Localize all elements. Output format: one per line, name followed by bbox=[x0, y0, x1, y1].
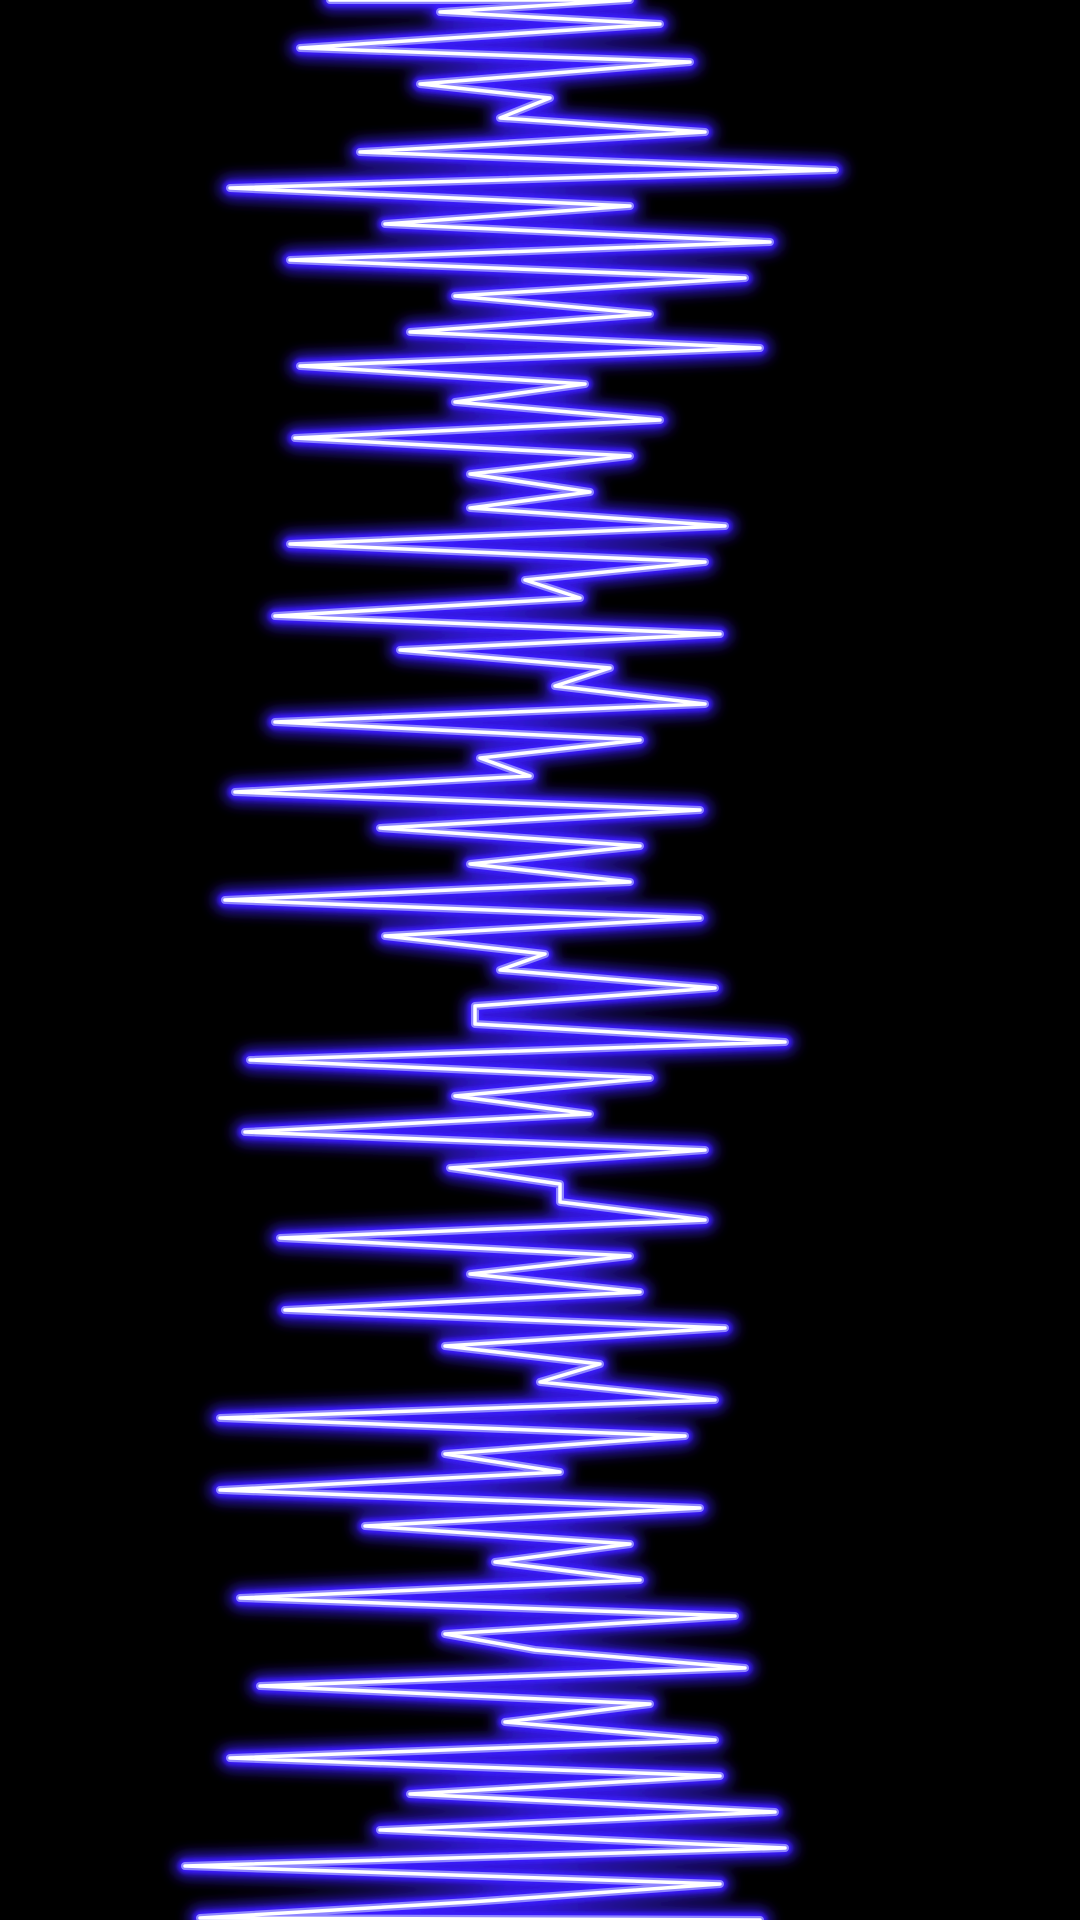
waveform-core bbox=[183, 0, 837, 1920]
waveform-layers bbox=[174, 0, 846, 1920]
